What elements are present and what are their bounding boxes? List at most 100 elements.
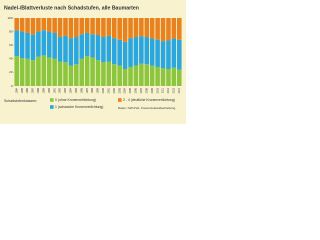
x-tick-label: 1994 xyxy=(70,87,73,93)
bar-segment xyxy=(117,39,122,66)
bar-segment xyxy=(177,39,182,70)
bar-segment xyxy=(79,18,85,35)
bar-segment xyxy=(14,18,19,31)
bar-segment xyxy=(101,37,106,63)
bar-segment xyxy=(68,65,74,86)
bar-segment xyxy=(19,18,25,32)
x-tick-label: 1985 xyxy=(21,87,24,93)
x-tick-label: 1992 xyxy=(59,87,62,93)
x-tick-label: 1988 xyxy=(37,87,40,93)
bar-segment xyxy=(90,18,95,35)
bar-segment xyxy=(36,56,41,86)
bar-segment xyxy=(84,32,90,57)
y-tick-label: 20 xyxy=(9,70,13,74)
bar-segment xyxy=(166,40,171,69)
chart: Nadel-/Blattverluste nach Schadstufen, a… xyxy=(0,0,186,124)
x-tick-label: 1990 xyxy=(48,87,51,93)
bar-segment xyxy=(25,58,30,86)
bar-segment xyxy=(160,18,166,42)
x-tick-label: 1998 xyxy=(91,87,94,93)
bar-segment xyxy=(79,34,85,59)
bar-segment xyxy=(79,58,85,86)
bar-segment xyxy=(52,58,57,86)
bar-segment xyxy=(14,56,19,86)
bar-segment xyxy=(166,69,171,86)
bar-segment xyxy=(41,30,47,56)
x-tick-label: 1986 xyxy=(26,87,29,93)
bar-segment xyxy=(111,18,117,39)
bar-segment xyxy=(171,38,177,68)
bar-segment xyxy=(171,18,177,39)
bar-segment xyxy=(63,62,68,86)
bar-segment xyxy=(122,41,128,69)
x-tick-label: 2004 xyxy=(124,87,127,93)
legend-title: Schadstufenklassen: xyxy=(4,99,37,103)
y-tick-label: 100 xyxy=(7,16,12,20)
y-tick-label: 40 xyxy=(9,57,13,61)
x-tick-label: 1996 xyxy=(80,87,83,93)
bar-segment xyxy=(84,18,90,33)
bar-segment xyxy=(57,18,63,38)
bar-segment xyxy=(46,31,52,58)
bar-segment xyxy=(95,35,101,61)
x-tick-label: 2009 xyxy=(151,87,154,93)
bar-segment xyxy=(166,18,171,41)
bar-segment xyxy=(155,66,160,86)
bar-segment xyxy=(177,18,182,40)
note: Daten: NW-FVA, Kronenzustandserhebung xyxy=(118,106,176,110)
bar-segment xyxy=(133,37,139,66)
bar-segment xyxy=(144,18,150,38)
chart-title: Nadel-/Blattverluste nach Schadstufen, a… xyxy=(4,5,139,11)
bar-segment xyxy=(46,18,52,32)
page: {"chart_data": { "type": "stacked-bar", … xyxy=(0,0,186,124)
x-tick-label: 2011 xyxy=(162,87,165,93)
bar-segment xyxy=(171,67,177,86)
bar-segment xyxy=(133,65,139,86)
legend-label: 1 (schwache Kronenverlichtung) xyxy=(55,105,103,109)
x-tick-label: 1987 xyxy=(32,87,35,93)
bar-segment xyxy=(90,57,95,86)
bar-segment xyxy=(52,18,57,33)
bar-segment xyxy=(68,18,74,39)
x-tick-label: 2014 xyxy=(178,87,181,93)
bar-segment xyxy=(25,32,30,59)
bar-segment xyxy=(106,61,112,86)
x-tick-label: 2006 xyxy=(135,87,138,93)
bar-segment xyxy=(36,31,41,57)
bar-segment xyxy=(139,36,144,64)
bar-segment xyxy=(74,64,79,86)
bar-segment xyxy=(41,18,47,31)
bar-segment xyxy=(14,30,19,57)
legend-swatch xyxy=(118,98,122,102)
bar-segment xyxy=(111,64,117,86)
bar-segment xyxy=(139,18,144,37)
x-tick-label: 1995 xyxy=(75,87,78,93)
bar-segment xyxy=(19,31,25,59)
bar-segment xyxy=(74,37,79,65)
bar-segment xyxy=(106,18,112,36)
x-tick-label: 2001 xyxy=(107,87,110,93)
legend-label: 2 - 4 (deutliche Kronenverlichtung) xyxy=(123,98,175,102)
y-tick-label: 0 xyxy=(11,84,13,88)
x-tick-label: 2013 xyxy=(173,87,176,93)
bar-segment xyxy=(46,57,52,86)
bar-segment xyxy=(155,39,160,67)
bar-segment xyxy=(84,56,90,86)
bar-segment xyxy=(52,32,57,59)
bar-segment xyxy=(122,18,128,42)
bar-segment xyxy=(117,18,122,40)
bar-segment xyxy=(155,18,160,40)
x-tick-label: 2010 xyxy=(156,87,159,93)
legend-swatch xyxy=(50,98,54,102)
bar-segment xyxy=(95,18,101,35)
bar-segment xyxy=(139,63,144,86)
bar-segment xyxy=(133,18,139,38)
x-tick-label: 2003 xyxy=(118,87,121,93)
bar-segment xyxy=(41,55,47,86)
bar-segment xyxy=(117,65,122,86)
x-tick-label: 1993 xyxy=(64,87,67,93)
x-tick-label: 2008 xyxy=(145,87,148,93)
x-tick-label: 2002 xyxy=(113,87,116,93)
bar-segment xyxy=(149,65,155,86)
bar-segment xyxy=(74,18,79,38)
